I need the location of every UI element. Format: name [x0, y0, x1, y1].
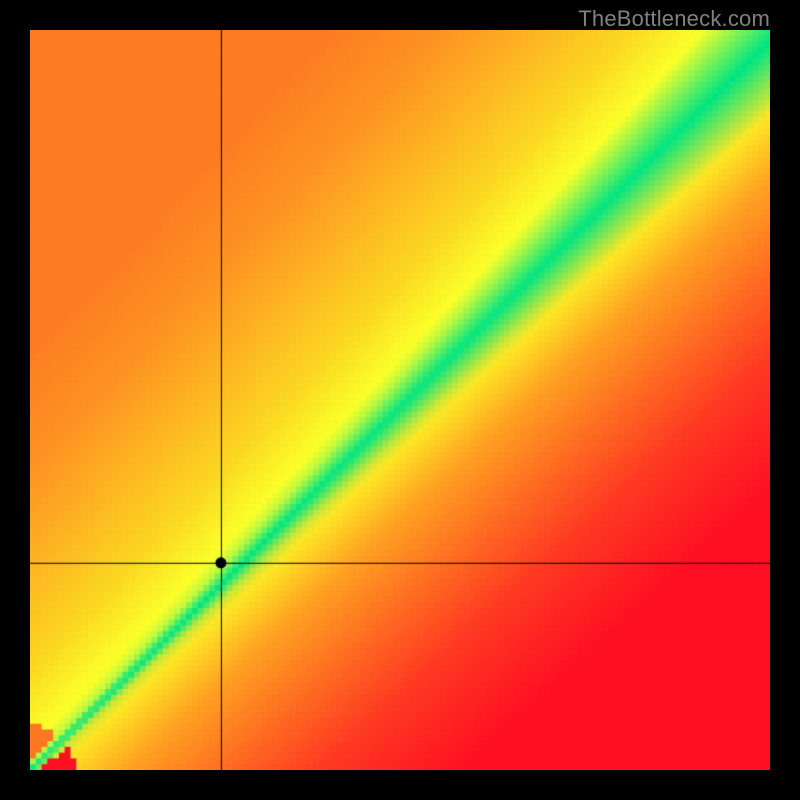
watermark-text: TheBottleneck.com	[578, 6, 770, 32]
root: TheBottleneck.com	[0, 0, 800, 800]
heatmap-chart	[30, 30, 770, 770]
heatmap-canvas	[30, 30, 770, 770]
